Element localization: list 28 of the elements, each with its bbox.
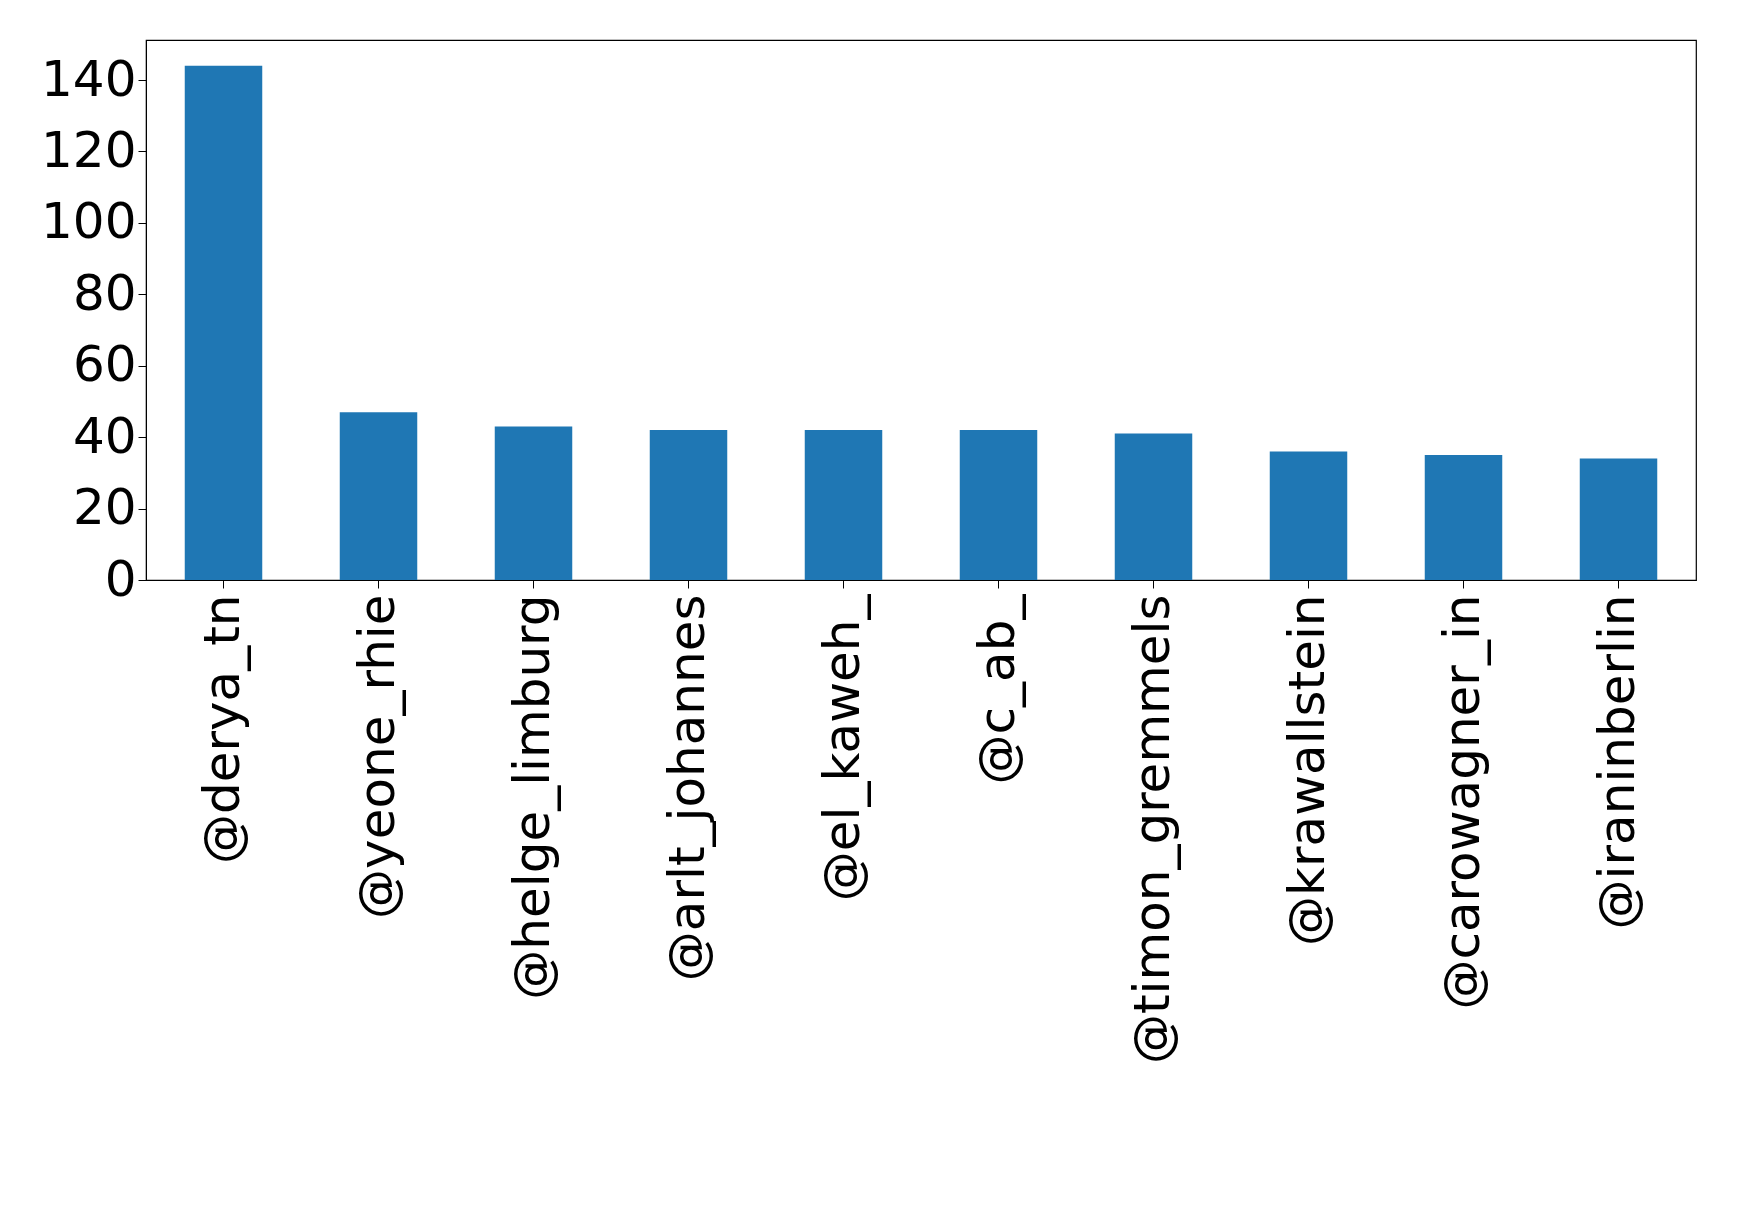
bar xyxy=(959,430,1038,580)
y-tick-label: 80 xyxy=(72,263,137,322)
x-tick-label: @arlt_johannes xyxy=(657,594,716,982)
bar xyxy=(1579,458,1658,580)
y-tick-label: 60 xyxy=(72,335,137,394)
bar xyxy=(184,65,263,580)
y-tick-label: 20 xyxy=(72,478,137,537)
x-tick-label: @el_kaweh_ xyxy=(812,593,871,902)
bar xyxy=(1269,451,1348,580)
y-tick-label: 0 xyxy=(104,549,137,608)
x-tick-label: @yeone_rhie xyxy=(347,594,406,919)
y-tick-label: 40 xyxy=(72,406,137,465)
x-tick-label: @helge_limburg xyxy=(502,594,561,1000)
bar xyxy=(1114,433,1193,580)
x-tick-label: @carowagner_in xyxy=(1432,594,1491,1010)
y-tick-label: 140 xyxy=(41,49,137,108)
x-tick-label: @krawallstein xyxy=(1277,594,1336,946)
x-tick-label: @timon_gremmels xyxy=(1122,594,1181,1065)
bar xyxy=(649,430,728,580)
y-tick-label: 120 xyxy=(41,120,137,179)
x-tick-label: @derya_tn xyxy=(192,594,251,865)
y-tick-label: 100 xyxy=(41,192,137,251)
bar xyxy=(1424,455,1503,580)
x-tick-label: @c_ab_ xyxy=(967,593,1026,785)
bar xyxy=(804,430,883,580)
bar xyxy=(494,426,573,580)
bar xyxy=(339,412,418,580)
x-tick-label: @iraninberlin xyxy=(1587,594,1646,930)
